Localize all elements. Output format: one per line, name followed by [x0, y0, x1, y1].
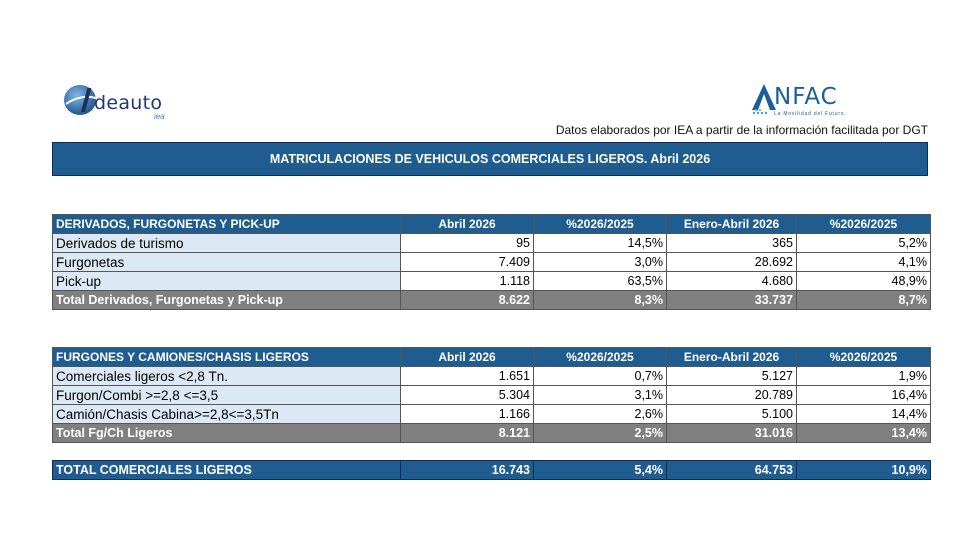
cell-pct-month: 3,0% [533, 252, 667, 272]
cell-enero-abril: 28.692 [666, 252, 797, 272]
total-enero-abril: 31.016 [666, 423, 797, 443]
total-abril: 8.622 [400, 290, 534, 310]
cell-abril: 1.651 [400, 366, 534, 386]
table-row: Derivados de turismo 95 14,5% 365 5,2% [52, 233, 931, 253]
anfac-wordmark: NFAC [774, 84, 838, 110]
row-label: Camión/Chasis Cabina>=2,8<=3,5Tn [52, 404, 401, 424]
grand-total-pct-ytd: 10,9% [796, 460, 931, 480]
grand-total-label: TOTAL COMERCIALES LIGEROS [52, 460, 401, 480]
anfac-a-icon [752, 84, 776, 115]
table-header-row: DERIVADOS, FURGONETAS Y PICK-UP Abril 20… [52, 214, 931, 234]
total-pct-ytd: 13,4% [796, 423, 931, 443]
table-header-row: FURGONES Y CAMIONES/CHASIS LIGEROS Abril… [52, 347, 931, 367]
cell-pct-month: 0,7% [533, 366, 667, 386]
table-row: Camión/Chasis Cabina>=2,8<=3,5Tn 1.166 2… [52, 404, 931, 424]
ideauto-sub: iea [154, 112, 165, 121]
cell-enero-abril: 5.127 [666, 366, 797, 386]
section-header: FURGONES Y CAMIONES/CHASIS LIGEROS [52, 347, 401, 367]
table-grand-total: TOTAL COMERCIALES LIGEROS 16.743 5,4% 64… [52, 460, 931, 480]
anfac-tagline: La Movilidad del Futuro [774, 111, 845, 117]
total-pct-ytd: 8,7% [796, 290, 931, 310]
report-title: MATRICULACIONES DE VEHICULOS COMERCIALES… [52, 142, 928, 176]
report-title-text: MATRICULACIONES DE VEHICULOS COMERCIALES… [269, 152, 711, 166]
cell-pct-month: 2,6% [533, 404, 667, 424]
row-label: Furgon/Combi >=2,8 <=3,5 [52, 385, 401, 405]
total-row: Total Derivados, Furgonetas y Pick-up 8.… [52, 290, 931, 310]
cell-pct-month: 63,5% [533, 271, 667, 291]
col-header-pct-ytd: %2026/2025 [796, 214, 931, 234]
total-enero-abril: 33.737 [666, 290, 797, 310]
cell-pct-ytd: 16,4% [796, 385, 931, 405]
total-pct-month: 8,3% [533, 290, 667, 310]
anfac-logo: NFAC La Movilidad del Futuro [750, 80, 890, 120]
row-label: Comerciales ligeros <2,8 Tn. [52, 366, 401, 386]
cell-enero-abril: 4.680 [666, 271, 797, 291]
col-header-enero-abril: Enero-Abril 2026 [666, 347, 797, 367]
cell-pct-ytd: 48,9% [796, 271, 931, 291]
source-note: Datos elaborados por IEA a partir de la … [555, 123, 928, 137]
total-row: Total Fg/Ch Ligeros 8.121 2,5% 31.016 13… [52, 423, 931, 443]
total-label: Total Fg/Ch Ligeros [52, 423, 401, 443]
cell-abril: 5.304 [400, 385, 534, 405]
table-derivados: DERIVADOS, FURGONETAS Y PICK-UP Abril 20… [52, 214, 931, 310]
cell-pct-ytd: 4,1% [796, 252, 931, 272]
cell-pct-ytd: 14,4% [796, 404, 931, 424]
total-pct-month: 2,5% [533, 423, 667, 443]
cell-pct-month: 3,1% [533, 385, 667, 405]
cell-pct-ytd: 1,9% [796, 366, 931, 386]
col-header-abril: Abril 2026 [400, 347, 534, 367]
col-header-pct-ytd: %2026/2025 [796, 347, 931, 367]
grand-total-abril: 16.743 [400, 460, 534, 480]
cell-abril: 95 [400, 233, 534, 253]
grand-total-row: TOTAL COMERCIALES LIGEROS 16.743 5,4% 64… [52, 460, 931, 480]
total-abril: 8.121 [400, 423, 534, 443]
cell-abril: 1.118 [400, 271, 534, 291]
table-furgones: FURGONES Y CAMIONES/CHASIS LIGEROS Abril… [52, 347, 931, 443]
ideauto-logo: deauto iea [62, 82, 192, 122]
col-header-pct-month: %2026/2025 [533, 214, 667, 234]
cell-enero-abril: 5.100 [666, 404, 797, 424]
row-label: Furgonetas [52, 252, 401, 272]
ideauto-globe-icon [64, 85, 97, 115]
cell-enero-abril: 20.789 [666, 385, 797, 405]
cell-pct-ytd: 5,2% [796, 233, 931, 253]
table-row: Furgon/Combi >=2,8 <=3,5 5.304 3,1% 20.7… [52, 385, 931, 405]
grand-total-pct-month: 5,4% [533, 460, 667, 480]
col-header-enero-abril: Enero-Abril 2026 [666, 214, 797, 234]
total-label: Total Derivados, Furgonetas y Pick-up [52, 290, 401, 310]
cell-enero-abril: 365 [666, 233, 797, 253]
cell-abril: 7.409 [400, 252, 534, 272]
row-label: Derivados de turismo [52, 233, 401, 253]
col-header-abril: Abril 2026 [400, 214, 534, 234]
row-label: Pick-up [52, 271, 401, 291]
grand-total-enero-abril: 64.753 [666, 460, 797, 480]
col-header-pct-month: %2026/2025 [533, 347, 667, 367]
cell-abril: 1.166 [400, 404, 534, 424]
table-row: Pick-up 1.118 63,5% 4.680 48,9% [52, 271, 931, 291]
table-row: Comerciales ligeros <2,8 Tn. 1.651 0,7% … [52, 366, 931, 386]
cell-pct-month: 14,5% [533, 233, 667, 253]
ideauto-wordmark: deauto [94, 92, 163, 114]
table-row: Furgonetas 7.409 3,0% 28.692 4,1% [52, 252, 931, 272]
section-header: DERIVADOS, FURGONETAS Y PICK-UP [52, 214, 401, 234]
